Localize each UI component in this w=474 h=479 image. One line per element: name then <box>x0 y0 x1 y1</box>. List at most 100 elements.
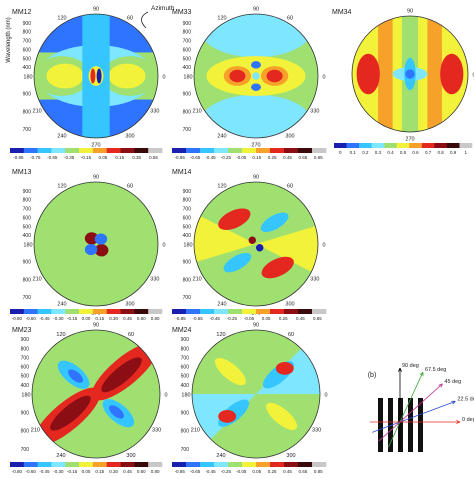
contour-field <box>352 16 468 132</box>
colorbar-tick-label: 0.85 <box>314 469 323 474</box>
angle-tick-label: 60 <box>128 332 134 338</box>
contour-ul <box>214 357 246 386</box>
radial-tick-label: 500 <box>23 56 32 62</box>
angle-tick-label: 120 <box>56 332 65 338</box>
colorbar-tick-label: -0.45 <box>39 469 50 474</box>
angle-tick-label: 180 <box>183 243 192 249</box>
angle-tick-label: 330 <box>310 277 319 283</box>
colorbar-tick-label: 0.45 <box>283 155 292 160</box>
colorbar: 0 0.1 0.2 0.3 0.4 0.5 0.6 0.7 0.8 0.9 1 <box>334 143 473 155</box>
colorbar-swatch <box>172 462 187 467</box>
angle-tick-label: 180 <box>23 75 32 81</box>
colorbar-tick-label: -0.30 <box>53 469 64 474</box>
colorbar-tick-label: -0.05 <box>244 316 255 321</box>
polar-panel-mm14: 9012060180021033024027030040050060070080… <box>183 175 326 317</box>
colorbar-tick-label: -0.55 <box>47 155 58 160</box>
angle-tick-label: 330 <box>310 109 319 115</box>
colorbar-swatch <box>384 143 398 148</box>
ray-label: 0 deg <box>462 417 474 423</box>
colorbar-swatch <box>434 143 448 148</box>
schematic-b: (b) 90 deg 67.5 deg 45 deg 22.5 deg 0 deg <box>368 363 474 452</box>
colorbar-tick-label: 0.25 <box>279 316 288 321</box>
contour-lr <box>261 256 294 279</box>
angle-tick-label: 60 <box>127 184 133 190</box>
angle-tick-label: 90 <box>407 9 413 15</box>
angle-tick-label: 0 <box>324 393 327 399</box>
angle-tick-label: 60 <box>288 332 294 338</box>
angle-tick-label: 120 <box>57 184 66 190</box>
angle-tick-label: 120 <box>216 332 225 338</box>
radial-tick-label: 500 <box>181 374 190 380</box>
radial-tick-label: 800 <box>183 30 192 36</box>
contour-left-core <box>46 63 84 89</box>
colorbar-tick-label: 0.35 <box>132 155 141 160</box>
angle-tick-label: 240 <box>56 453 65 459</box>
colorbar-tick-label: 0.15 <box>95 469 104 474</box>
colorbar-tick-label: -0.85 <box>175 155 186 160</box>
angle-tick-label: 240 <box>57 133 66 139</box>
colorbar-tick-label: -0.80 <box>12 316 23 321</box>
contour-c1 <box>248 236 256 244</box>
colorbar-tick-label: 0.5 <box>400 150 407 155</box>
colorbar-tick-label: -0.05 <box>236 469 247 474</box>
contour-ul <box>84 232 99 245</box>
polar-frame <box>33 13 159 139</box>
contour-ur-core <box>275 362 294 375</box>
colorbar-tick-label: 0.45 <box>283 469 292 474</box>
grating-bar <box>388 398 393 452</box>
colorbar-swatch <box>228 148 243 153</box>
radial-tick-label: 600 <box>23 215 32 221</box>
colorbar-swatch <box>371 143 385 148</box>
colorbar-tick-label: 0.4 <box>387 150 394 155</box>
angle-tick-label: 330 <box>150 277 159 283</box>
colorbar-tick-label: 0.25 <box>268 155 277 160</box>
radial-tick-label: 700 <box>183 207 192 213</box>
contour-ur-core <box>101 357 142 393</box>
radial-tick-label: 400 <box>21 383 30 389</box>
radial-tick-label: 700 <box>23 295 32 301</box>
colorbar-swatch <box>23 309 38 314</box>
colorbar-swatch <box>65 309 80 314</box>
contour-right-core <box>108 63 146 89</box>
contour-field <box>194 14 318 138</box>
polar-panel-mm24: 9012060180021033024027030040050060070080… <box>181 323 328 469</box>
angle-tick-label: 240 <box>217 301 226 307</box>
colorbar-tick-label: 0.00 <box>82 469 91 474</box>
colorbar-tick-label: -0.15 <box>67 469 78 474</box>
colorbar-tick-label: -0.25 <box>221 155 232 160</box>
ray-arrowhead <box>456 420 461 424</box>
contour-center <box>252 72 260 80</box>
colorbar-tick-label: 0.85 <box>314 155 323 160</box>
colorbar-swatch <box>312 309 327 314</box>
radial-tick-label: 900 <box>23 260 32 266</box>
angle-tick-label: 60 <box>287 184 293 190</box>
colorbar-swatch <box>421 143 435 148</box>
contour-bottom-core <box>251 83 261 91</box>
colorbar-swatch <box>51 148 66 153</box>
contour-left-lobe <box>356 53 380 95</box>
colorbar-swatch <box>200 309 215 314</box>
radial-tick-label: 800 <box>23 30 32 36</box>
colorbar-swatch <box>134 148 149 153</box>
contour-top-core <box>251 61 261 69</box>
colorbar-tick-label: 0.9 <box>450 150 457 155</box>
angle-tick-label: 90 <box>93 323 99 329</box>
ray-arrowhead <box>398 367 402 372</box>
colorbar-swatch <box>148 309 163 314</box>
angle-tick-label: 240 <box>57 301 66 307</box>
angle-tick-label: 60 <box>127 16 133 22</box>
angle-tick-label: 210 <box>193 109 202 115</box>
colorbar-tick-label: -0.45 <box>210 316 221 321</box>
polar-panel-mm13: 9012060180021033024027030040050060070080… <box>23 175 166 317</box>
angle-tick-label: 90 <box>253 7 259 13</box>
colorbar-tick-label: 0.8 <box>438 150 445 155</box>
colorbar-tick-label: 0.25 <box>268 469 277 474</box>
ray-arrowhead <box>451 400 456 405</box>
colorbar-tick-label: -0.85 <box>175 469 186 474</box>
colorbar-swatch <box>23 148 38 153</box>
radial-tick-label: 700 <box>181 355 190 361</box>
radial-tick-label: 700 <box>21 355 30 361</box>
ray-label: 90 deg <box>402 363 419 369</box>
contour-c2 <box>256 244 264 252</box>
angle-tick-label: 300 <box>126 453 135 459</box>
